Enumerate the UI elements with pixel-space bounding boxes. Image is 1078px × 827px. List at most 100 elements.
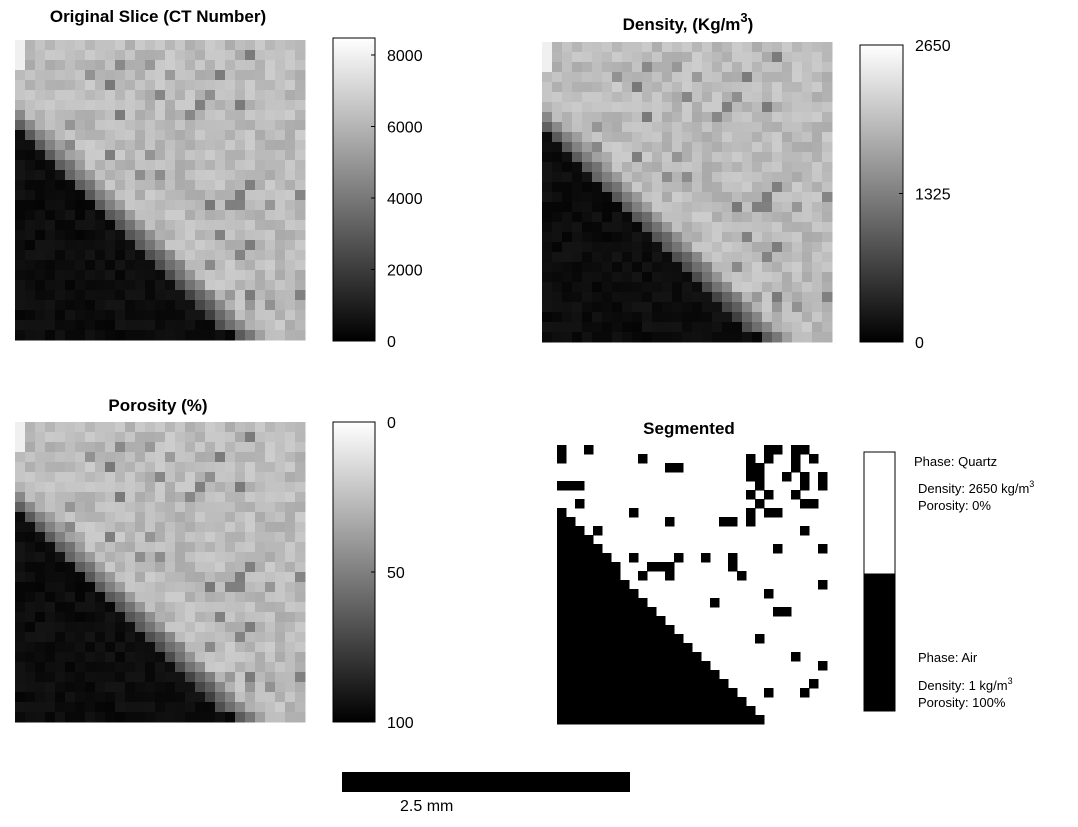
pixel — [175, 210, 186, 221]
pixel — [265, 330, 276, 341]
pixel — [265, 290, 276, 301]
pixel — [255, 60, 266, 71]
seg-pixel — [638, 670, 648, 680]
tick-label: 1325 — [915, 187, 951, 204]
pixel — [25, 290, 36, 301]
pixel — [602, 252, 613, 263]
pixel — [235, 562, 246, 573]
seg-pixel — [755, 715, 765, 725]
pixel — [205, 80, 216, 91]
pixel — [235, 70, 246, 81]
pixel — [772, 162, 783, 173]
pixel — [175, 110, 186, 121]
pixel — [125, 652, 136, 663]
pixel — [632, 162, 643, 173]
pixel — [732, 52, 743, 63]
pixel — [195, 210, 206, 221]
pixel — [295, 522, 306, 533]
pixel — [175, 462, 186, 473]
pixel — [135, 130, 146, 141]
seg-pixel — [719, 517, 729, 527]
seg-pixel — [674, 688, 684, 698]
pixel — [165, 502, 176, 513]
pixel — [85, 60, 96, 71]
pixel — [185, 702, 196, 713]
pixel — [285, 672, 296, 683]
seg-pixel — [800, 445, 810, 455]
pixel — [85, 250, 96, 261]
pixel — [15, 170, 26, 181]
pixel — [155, 230, 166, 241]
pixel — [85, 330, 96, 341]
pixel — [802, 252, 813, 263]
pixel — [125, 150, 136, 161]
pixel — [145, 330, 156, 341]
pixel — [285, 532, 296, 543]
pixel — [155, 150, 166, 161]
pixel — [762, 42, 773, 53]
pixel — [15, 712, 26, 723]
pixel — [215, 502, 226, 513]
pixel — [35, 512, 46, 523]
pixel — [682, 82, 693, 93]
pixel — [155, 592, 166, 603]
pixel — [125, 220, 136, 231]
pixel — [592, 192, 603, 203]
pixel — [85, 602, 96, 613]
pixel — [275, 472, 286, 483]
colorbar — [859, 44, 904, 343]
pixel — [125, 472, 136, 483]
pixel — [682, 252, 693, 263]
pixel — [245, 502, 256, 513]
pixel — [65, 422, 76, 433]
pixel — [145, 452, 156, 463]
pixel — [285, 442, 296, 453]
pixel — [295, 652, 306, 663]
pixel — [135, 40, 146, 51]
pixel — [215, 452, 226, 463]
seg-pixel — [755, 463, 765, 473]
seg-pixel — [764, 589, 774, 599]
pixel — [65, 110, 76, 121]
pixel — [195, 502, 206, 513]
pixel — [145, 622, 156, 633]
pixel — [582, 72, 593, 83]
pixel — [215, 50, 226, 61]
seg-pixel — [593, 661, 603, 671]
pixel — [65, 310, 76, 321]
pixel — [622, 282, 633, 293]
pixel — [215, 190, 226, 201]
pixel — [722, 282, 733, 293]
pixel — [125, 290, 136, 301]
pixel — [712, 252, 723, 263]
pixel — [802, 42, 813, 53]
pixel — [95, 642, 106, 653]
pixel — [225, 602, 236, 613]
pixel — [682, 262, 693, 273]
pixel — [175, 40, 186, 51]
pixel — [662, 132, 673, 143]
seg-pixel — [728, 715, 738, 725]
pixel — [255, 50, 266, 61]
legend-air — [863, 573, 896, 712]
pixel — [265, 220, 276, 231]
pixel — [552, 252, 563, 263]
pixel — [215, 462, 226, 473]
pixel — [15, 220, 26, 231]
pixel — [295, 552, 306, 563]
seg-pixel — [602, 634, 612, 644]
pixel — [572, 252, 583, 263]
pixel — [295, 210, 306, 221]
pixel — [642, 312, 653, 323]
pixel — [632, 252, 643, 263]
pixel — [642, 162, 653, 173]
pixel — [542, 162, 553, 173]
pixel — [85, 260, 96, 271]
seg-pixel — [593, 643, 603, 653]
pixel — [295, 612, 306, 623]
pixel — [195, 422, 206, 433]
pixel — [35, 190, 46, 201]
pixel — [802, 212, 813, 223]
pixel — [255, 712, 266, 723]
pixel — [732, 102, 743, 113]
